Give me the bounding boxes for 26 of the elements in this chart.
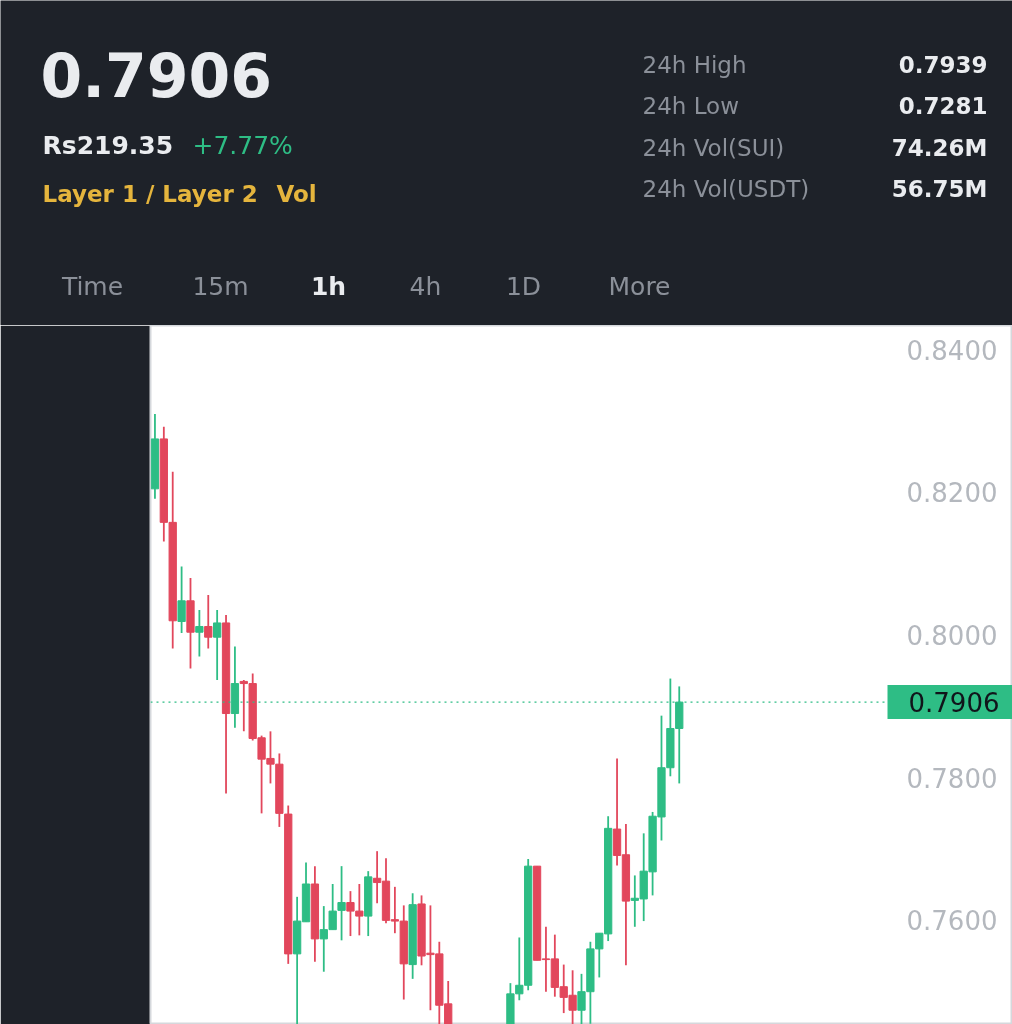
text: 4h <box>409 272 442 301</box>
text: More <box>608 272 671 301</box>
text: 1D <box>505 272 542 301</box>
y-tick-label: 0.8400 <box>906 335 998 366</box>
candlestick <box>186 577 195 670</box>
chart-title: 0.7906 <box>40 41 273 111</box>
text: Vol <box>276 180 317 207</box>
text: 24h High <box>642 51 747 78</box>
text: 24h Vol(SUI) <box>642 134 785 161</box>
y-tick-label: 0.7600 <box>906 906 998 937</box>
y-tick-label: 0.8200 <box>906 478 998 509</box>
y-tick-label: 0.7800 <box>906 763 998 794</box>
text: 0.7939 <box>898 52 988 78</box>
text: 24h Low <box>642 92 739 119</box>
text: Layer 1 / Layer 2 <box>42 180 258 207</box>
text: 1h <box>310 272 347 301</box>
ref-line-label: 0.7906 <box>908 688 1000 719</box>
text: Time <box>60 272 124 301</box>
text: +7.77% <box>192 131 293 160</box>
text: 24h Vol(USDT) <box>642 175 810 202</box>
text: 0.7281 <box>898 93 988 119</box>
text: Rs219.35 <box>42 131 174 160</box>
text: 15m <box>192 272 249 301</box>
text: 74.26M <box>891 134 988 161</box>
y-tick-label: 0.8000 <box>906 621 998 652</box>
text: 56.75M <box>891 175 988 202</box>
